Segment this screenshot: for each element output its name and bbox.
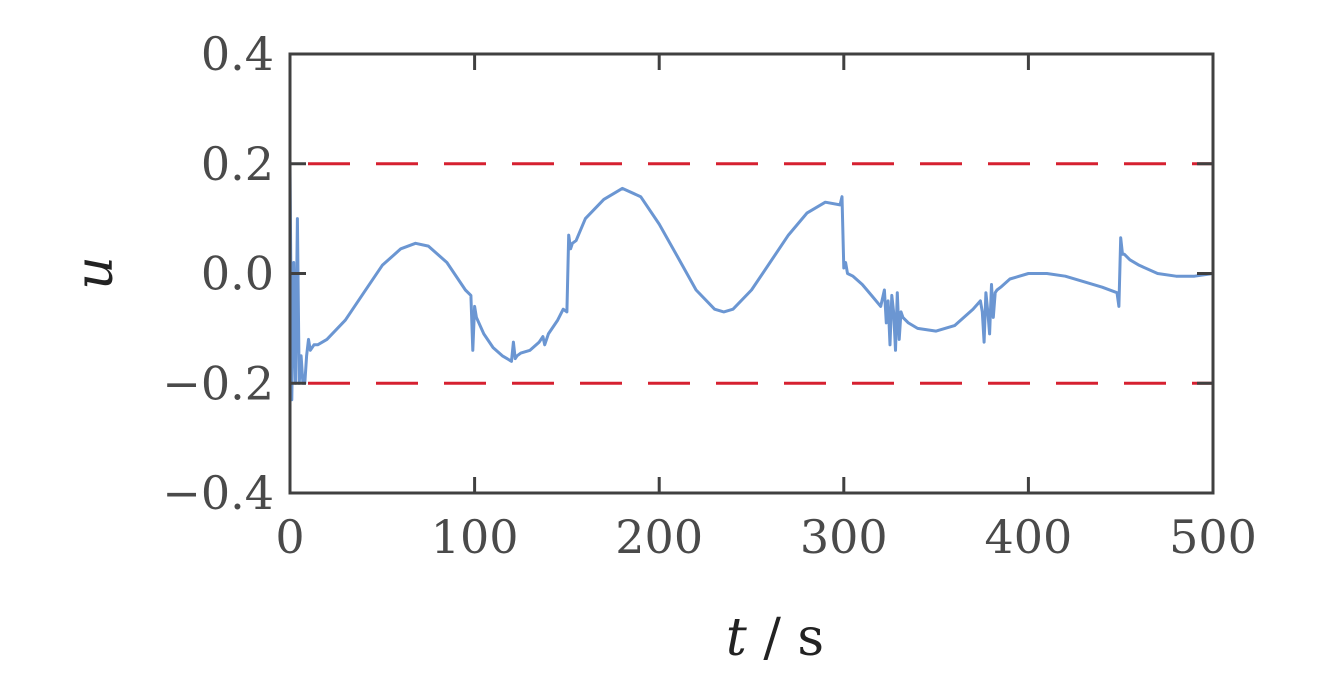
x-axis-unit: / s bbox=[747, 608, 824, 668]
y-axis-label: u bbox=[65, 256, 125, 290]
y-tick-label: 0.0 bbox=[201, 247, 274, 301]
y-tick-label: 0.4 bbox=[201, 27, 274, 81]
x-tick-label: 200 bbox=[615, 510, 703, 564]
x-tick-label: 0 bbox=[275, 510, 304, 564]
y-tick-label: −0.4 bbox=[162, 466, 274, 520]
ticks bbox=[288, 52, 1215, 495]
y-tick-label: −0.2 bbox=[162, 356, 274, 410]
x-axis-label: t / s bbox=[726, 608, 824, 668]
limit-lines bbox=[290, 162, 1213, 385]
plot-frame bbox=[288, 52, 1215, 495]
x-tick-label: 100 bbox=[431, 510, 519, 564]
series-line-u bbox=[288, 163, 1214, 402]
x-tick-label: 400 bbox=[984, 510, 1072, 564]
y-tick-label: 0.2 bbox=[201, 137, 274, 191]
x-tick-label: 300 bbox=[800, 510, 888, 564]
x-axis-variable: t bbox=[726, 608, 747, 668]
x-tick-label: 500 bbox=[1169, 510, 1257, 564]
tick-labels: 0 100 200 300 400 500 −0.4 −0.2 0.0 0.2 0.4 bbox=[162, 27, 1257, 564]
